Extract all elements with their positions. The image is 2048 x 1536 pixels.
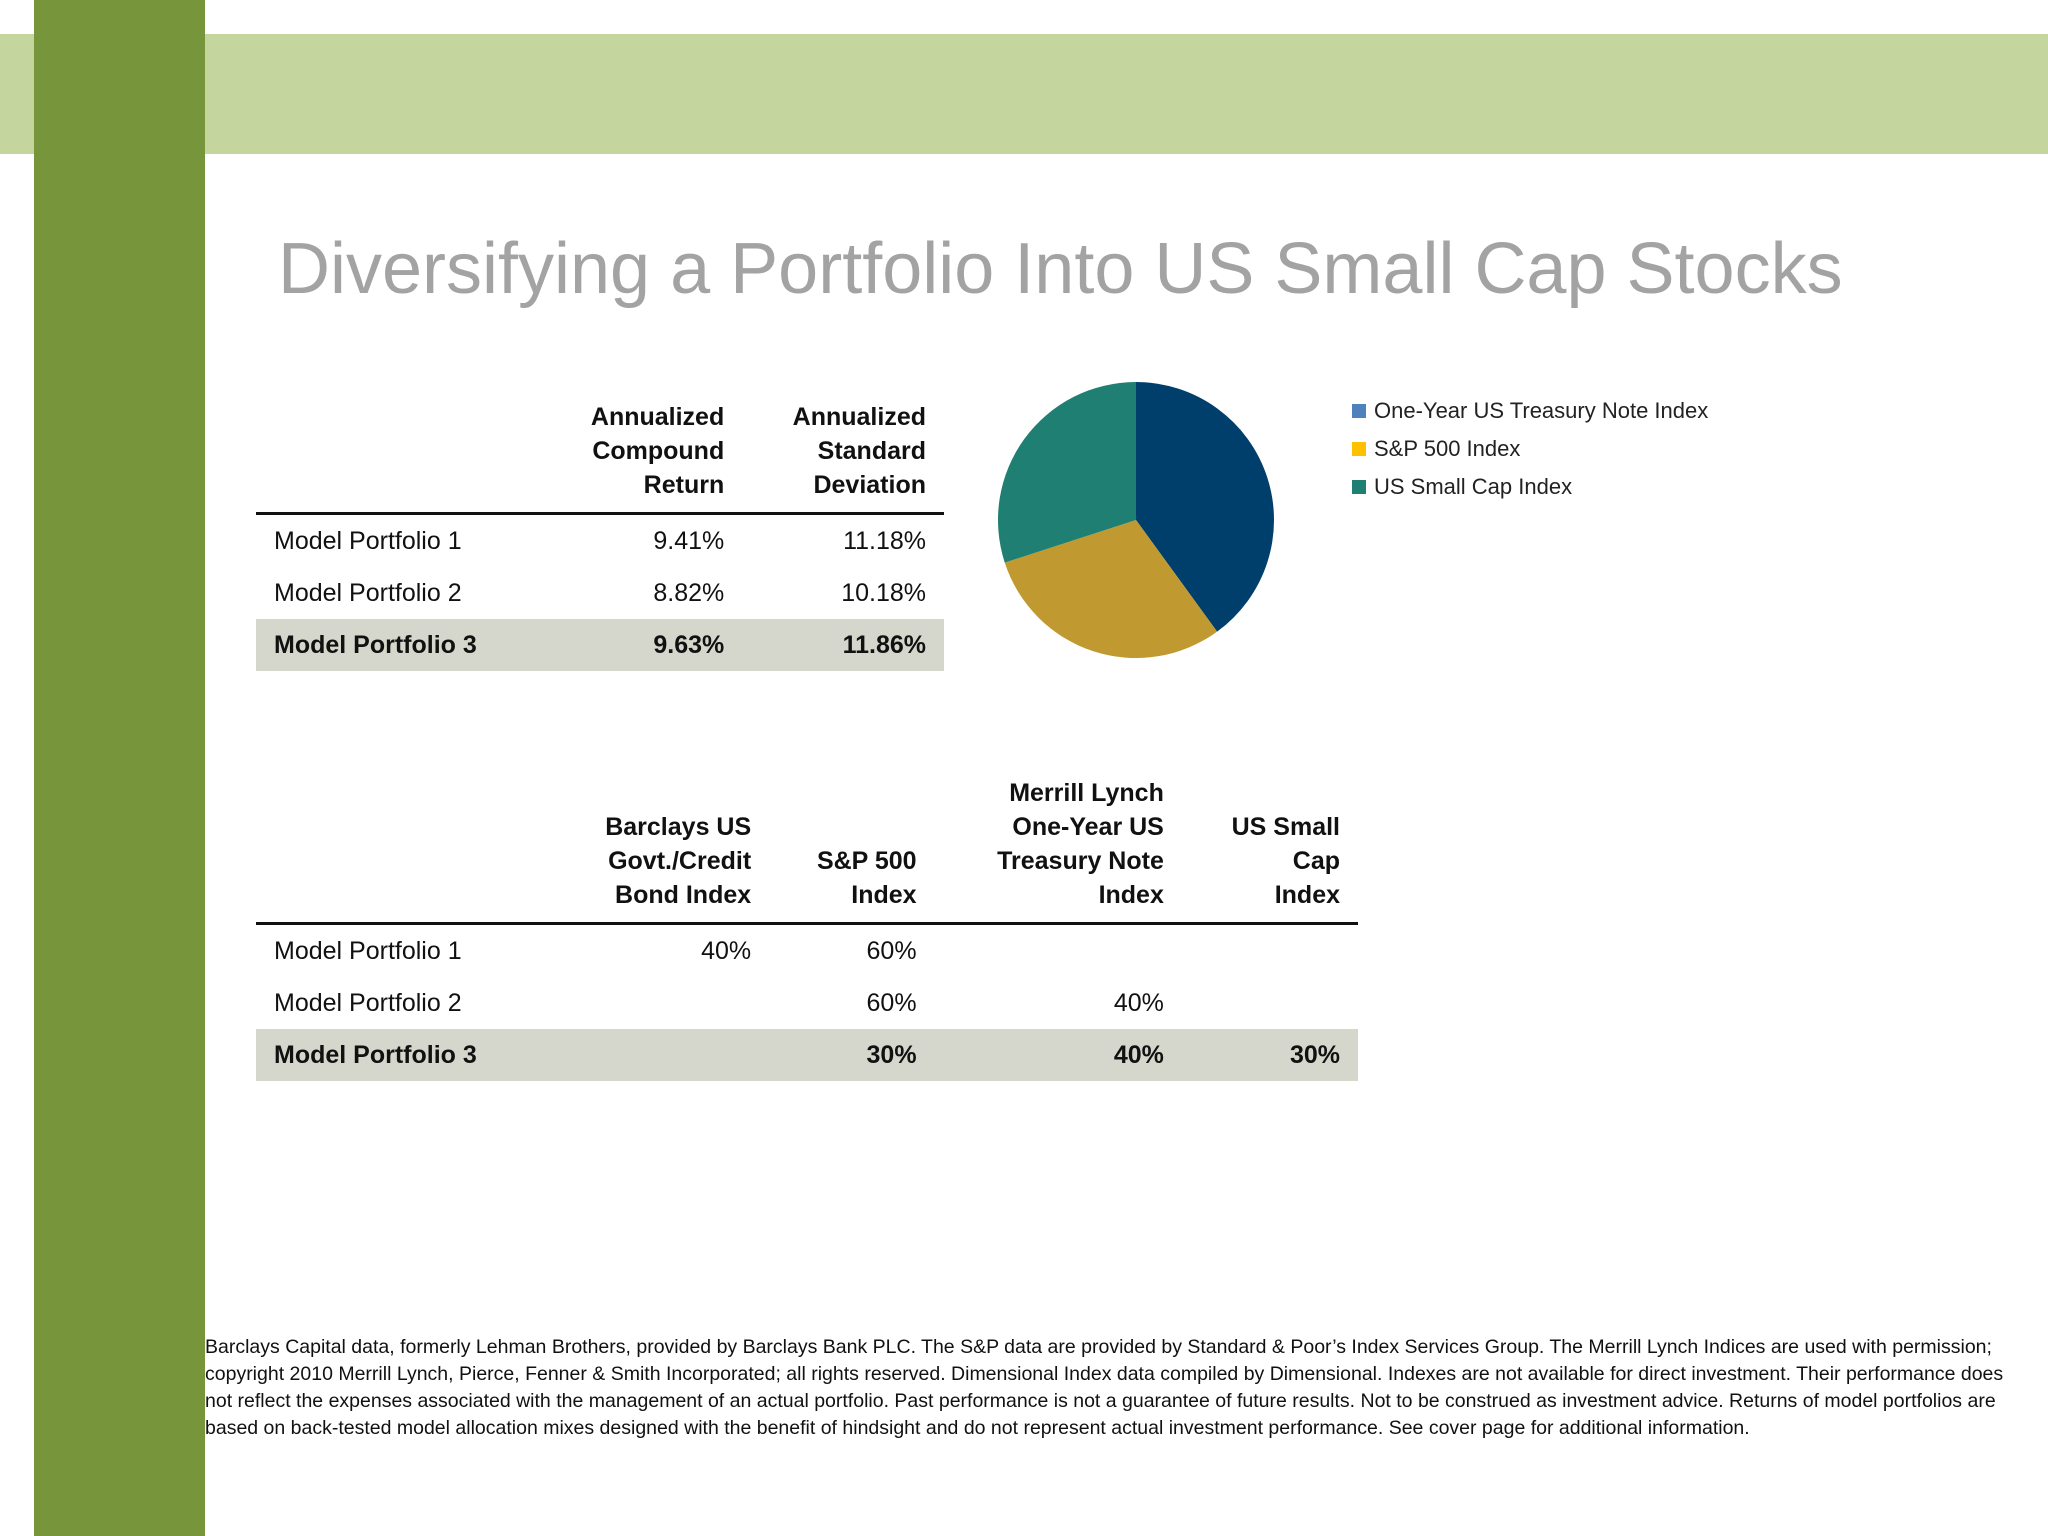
left-accent-bar — [34, 0, 205, 1536]
header-band — [0, 34, 2048, 154]
legend-swatch — [1352, 442, 1366, 456]
returns-header-1: Annualized Compound Return — [540, 400, 743, 515]
returns-header-line: Annualized — [792, 403, 926, 431]
table-cell: 40% — [701, 936, 752, 965]
allocation-pie-chart — [998, 382, 1274, 658]
returns-header-2: Annualized Standard Deviation — [742, 400, 944, 515]
allocation-header-line: Barclays US — [605, 813, 752, 841]
table-row: Model Portfolio 3 30% 40% 30% — [256, 1029, 1358, 1081]
allocation-header-line: Treasury Note — [997, 847, 1164, 875]
allocation-header-1: Barclays US Govt./Credit Bond Index — [547, 776, 770, 925]
allocation-header-line: US Small — [1231, 813, 1340, 841]
allocation-header-line: S&P 500 — [816, 847, 917, 875]
allocation-header-line: Cap — [1292, 847, 1340, 875]
allocation-header-line — [787, 776, 916, 810]
allocation-header-line: Index — [851, 881, 917, 909]
row-label: Model Portfolio 2 — [274, 578, 462, 607]
table-row: Model Portfolio 1 9.41% 11.18% — [256, 514, 944, 568]
allocation-header-line — [274, 844, 529, 878]
allocation-header-line: Index — [1274, 881, 1340, 909]
row-label: Model Portfolio 1 — [274, 526, 462, 555]
legend-label: US Small Cap Index — [1374, 474, 1573, 499]
row-label: Model Portfolio 3 — [256, 1029, 548, 1081]
returns-header-line: Return — [643, 471, 725, 499]
allocation-header-line: Bond Index — [615, 881, 752, 909]
returns-header-line: Annualized — [590, 403, 725, 431]
allocation-header-line — [1200, 776, 1340, 810]
legend-item: S&P 500 Index — [1352, 430, 1708, 468]
allocation-header-line: One-Year US — [1012, 813, 1164, 841]
returns-header-line — [274, 400, 522, 434]
table-cell — [1182, 977, 1358, 1029]
returns-header-0 — [256, 400, 541, 515]
allocation-header-line — [565, 776, 751, 810]
table-cell: 11.86% — [742, 619, 944, 671]
allocation-header-row: Barclays US Govt./Credit Bond Index S&P 50… — [256, 776, 1358, 925]
row-label: Model Portfolio 2 — [274, 988, 462, 1017]
returns-header-line — [274, 434, 522, 468]
table-cell: 30% — [1181, 1029, 1358, 1081]
row-label: Model Portfolio 3 — [256, 619, 541, 671]
table-cell: 30% — [769, 1029, 935, 1081]
pie-slice — [1004, 520, 1218, 658]
returns-header-line: Compound — [592, 437, 725, 465]
table-cell: 9.41% — [653, 526, 725, 555]
allocation-header-line: Govt./Credit — [608, 847, 752, 875]
allocation-header-line — [274, 878, 529, 912]
table-cell: 40% — [934, 1029, 1182, 1081]
returns-header-row: Annualized Compound Return Annualized Standa… — [256, 400, 944, 515]
allocation-header-line — [787, 810, 916, 844]
table-cell: 10.18% — [841, 578, 926, 607]
legend-swatch — [1352, 404, 1366, 418]
pie-slice — [1136, 382, 1274, 632]
legend-item: US Small Cap Index — [1352, 468, 1708, 506]
allocation-header-line — [274, 776, 529, 810]
legend-label: One-Year US Treasury Note Index — [1374, 398, 1709, 423]
legend-item: One-Year US Treasury Note Index — [1352, 392, 1708, 430]
returns-table: Annualized Compound Return Annualized Standa… — [256, 400, 944, 671]
table-cell: 60% — [866, 936, 917, 965]
table-cell — [1182, 924, 1358, 978]
table-cell: 60% — [866, 988, 917, 1017]
table-cell — [547, 977, 769, 1029]
table-row: Model Portfolio 3 9.63% 11.86% — [256, 619, 944, 671]
legend-label: S&P 500 Index — [1374, 436, 1521, 461]
table-row: Model Portfolio 2 60% 40% — [256, 977, 1358, 1029]
allocation-header-line: Merrill Lynch — [1009, 779, 1164, 807]
allocation-header-line: Index — [1098, 881, 1164, 909]
table-cell: 40% — [1113, 988, 1164, 1017]
allocation-table: Barclays US Govt./Credit Bond Index S&P 50… — [256, 776, 1358, 1081]
legend-swatch — [1352, 480, 1366, 494]
table-cell — [935, 924, 1182, 978]
pie-legend: One-Year US Treasury Note Index S&P 500 I… — [1352, 392, 1708, 506]
table-cell: 9.63% — [540, 619, 743, 671]
table-cell — [547, 1029, 770, 1081]
allocation-header-2: S&P 500 Index — [769, 776, 935, 925]
returns-header-line — [274, 468, 522, 502]
returns-header-line: Deviation — [813, 471, 926, 499]
table-row: Model Portfolio 2 8.82% 10.18% — [256, 567, 944, 619]
allocation-header-0 — [256, 776, 548, 925]
footnote: Barclays Capital data, formerly Lehman B… — [205, 1336, 2004, 1439]
allocation-header-line — [274, 810, 529, 844]
table-cell: 8.82% — [653, 578, 725, 607]
slide-title: Diversifying a Portfolio Into US Small C… — [278, 229, 1843, 309]
row-label: Model Portfolio 1 — [274, 936, 462, 965]
allocation-header-4: US Small Cap Index — [1181, 776, 1358, 925]
allocation-header-3: Merrill Lynch One-Year US Treasury Note Ind… — [934, 776, 1182, 925]
table-cell: 11.18% — [843, 526, 926, 555]
table-row: Model Portfolio 1 40% 60% — [256, 924, 1358, 978]
pie-slice — [998, 382, 1136, 563]
returns-header-line: Standard — [817, 437, 926, 465]
